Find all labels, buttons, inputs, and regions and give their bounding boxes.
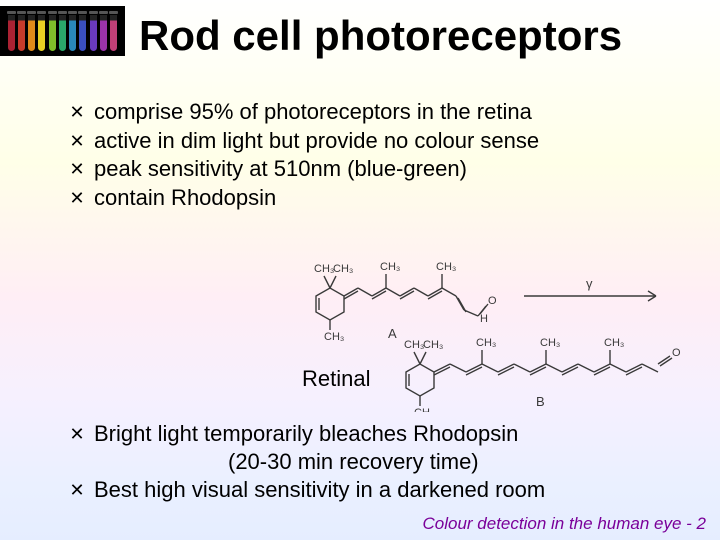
bullet-icon: ✕: [68, 420, 86, 448]
svg-text:A: A: [388, 326, 397, 341]
test-tube: [59, 15, 66, 51]
test-tube: [110, 15, 117, 51]
test-tube: [18, 15, 25, 51]
svg-text:CH₃: CH₃: [333, 263, 353, 275]
bullet-icon: ✕: [68, 184, 86, 212]
slide-header: Rod cell photoreceptors: [0, 0, 720, 58]
bullet-item: ✕ Bright light temporarily bleaches Rhodo…: [68, 420, 545, 448]
slide-title: Rod cell photoreceptors: [139, 6, 622, 58]
test-tube: [49, 15, 56, 51]
slide-footer: Colour detection in the human eye - 2: [422, 514, 706, 534]
svg-text:CH₃: CH₃: [314, 263, 334, 275]
svg-text:CH₃: CH₃: [380, 261, 400, 273]
bullet-text: peak sensitivity at 510nm (blue-green): [94, 155, 467, 184]
bullet-text: Bright light temporarily bleaches Rhodop…: [94, 420, 518, 448]
svg-text:CH₃: CH₃: [404, 339, 424, 351]
bullet-text: comprise 95% of photoreceptors in the re…: [94, 98, 532, 127]
svg-text:γ: γ: [586, 276, 593, 291]
test-tubes-image: [0, 6, 125, 56]
svg-text:CH₃: CH₃: [604, 337, 624, 349]
svg-text:CH₃: CH₃: [476, 337, 496, 349]
svg-text:O: O: [488, 295, 497, 307]
svg-text:CH₃: CH₃: [414, 407, 434, 412]
upper-bullets: ✕ comprise 95% of photoreceptors in the r…: [68, 98, 720, 212]
test-tube: [69, 15, 76, 51]
retinal-label: Retinal: [302, 366, 370, 392]
svg-text:B: B: [536, 394, 545, 409]
test-tube: [90, 15, 97, 51]
bullet-text: active in dim light but provide no colou…: [94, 127, 539, 156]
lower-bullets: ✕ Bright light temporarily bleaches Rhodo…: [68, 420, 545, 504]
svg-text:CH₃: CH₃: [540, 337, 560, 349]
svg-text:O: O: [672, 347, 681, 359]
bullet-subline: (20-30 min recovery time): [228, 448, 545, 476]
svg-text:CH₃: CH₃: [423, 339, 443, 351]
bullet-item: ✕ peak sensitivity at 510nm (blue-green): [68, 155, 720, 184]
bullet-item: ✕ active in dim light but provide no colo…: [68, 127, 720, 156]
bullet-icon: ✕: [68, 476, 86, 504]
bullet-item: ✕ Best high visual sensitivity in a darke…: [68, 476, 545, 504]
bullet-icon: ✕: [68, 155, 86, 183]
test-tube: [100, 15, 107, 51]
bullet-text: Best high visual sensitivity in a darken…: [94, 476, 545, 504]
bullet-icon: ✕: [68, 127, 86, 155]
bullet-item: ✕ comprise 95% of photoreceptors in the r…: [68, 98, 720, 127]
svg-text:CH₃: CH₃: [324, 331, 344, 343]
test-tube: [38, 15, 45, 51]
bullet-icon: ✕: [68, 98, 86, 126]
bullet-text: contain Rhodopsin: [94, 184, 276, 213]
bullet-item: ✕ contain Rhodopsin: [68, 184, 720, 213]
test-tube: [28, 15, 35, 51]
test-tube: [8, 15, 15, 51]
test-tube: [79, 15, 86, 51]
svg-text:CH₃: CH₃: [436, 261, 456, 273]
svg-text:H: H: [480, 313, 488, 325]
retinal-figure: CH₃CH₃CH₃CH₃CH₃HOAγCH₃CH₃CH₃CH₃CH₃CH₃OB …: [296, 252, 690, 412]
